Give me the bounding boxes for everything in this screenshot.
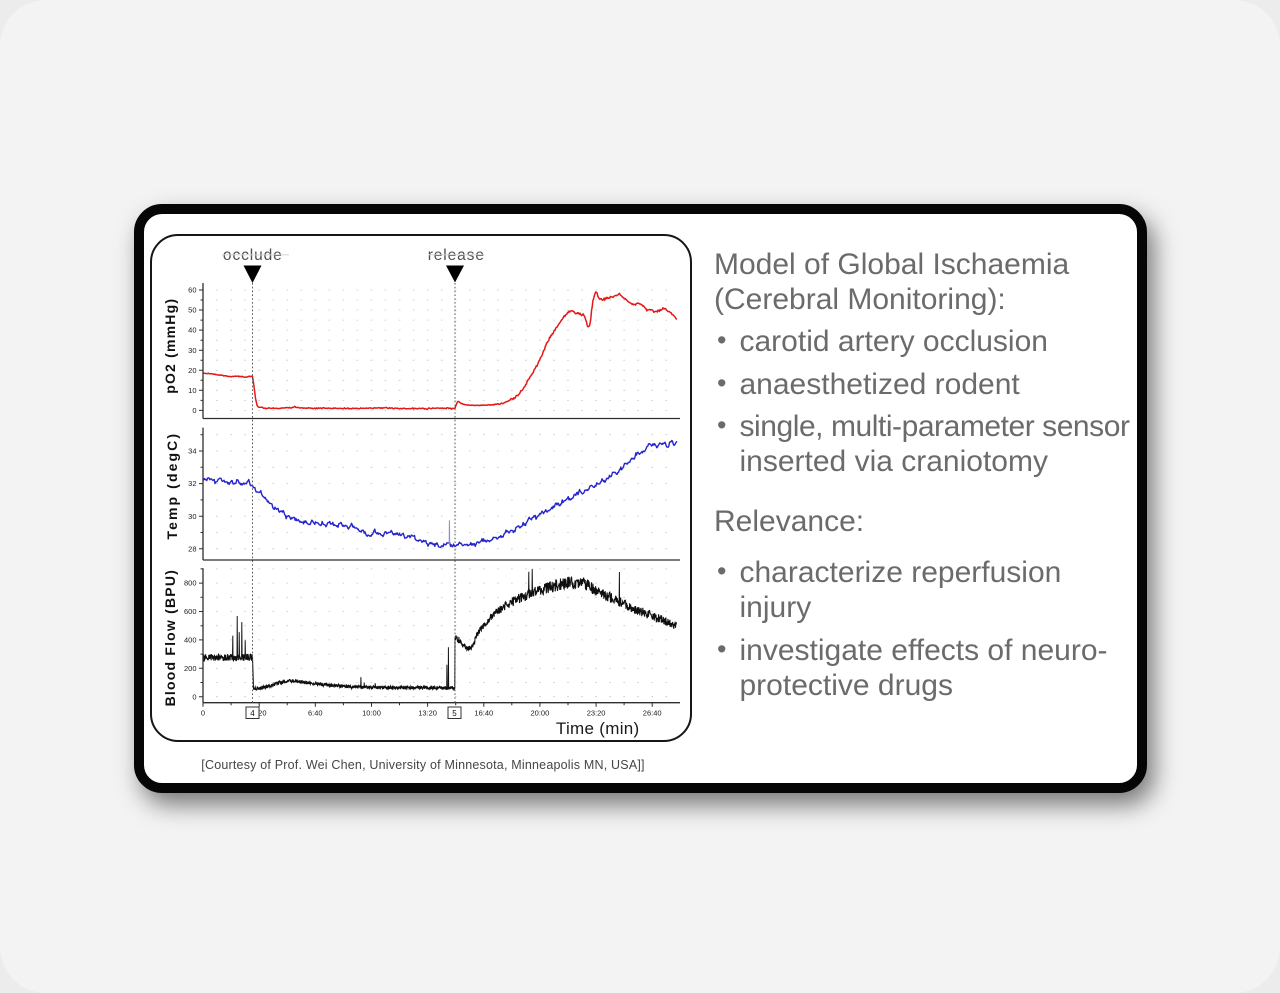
svg-text:0: 0: [192, 406, 196, 415]
svg-text:0: 0: [192, 692, 196, 701]
svg-text:0: 0: [201, 709, 205, 718]
svg-text:4: 4: [250, 709, 255, 718]
svg-text:16:40: 16:40: [474, 709, 493, 718]
svg-text:34: 34: [188, 447, 196, 456]
svg-text:800: 800: [184, 579, 197, 588]
svg-text:Temp (degC): Temp (degC): [164, 432, 180, 540]
svg-text:5: 5: [452, 709, 457, 718]
svg-text:26:40: 26:40: [643, 709, 662, 718]
svg-text:30: 30: [188, 512, 196, 521]
svg-text:release: release: [428, 247, 485, 264]
svg-text:Time (min): Time (min): [556, 719, 640, 738]
svg-text:600: 600: [184, 607, 197, 616]
svg-text:23:20: 23:20: [587, 709, 606, 718]
svg-text:50: 50: [188, 306, 196, 315]
svg-text:20:00: 20:00: [531, 709, 550, 718]
svg-text:occlude: occlude: [223, 247, 283, 264]
svg-text:20: 20: [188, 366, 196, 375]
svg-text:60: 60: [188, 286, 196, 295]
svg-text:30: 30: [188, 346, 196, 355]
svg-text:40: 40: [188, 326, 196, 335]
svg-text:400: 400: [184, 636, 197, 645]
svg-text:6:40: 6:40: [308, 709, 323, 718]
svg-text:28: 28: [188, 544, 196, 553]
svg-text:10:00: 10:00: [362, 709, 381, 718]
svg-text:10: 10: [188, 386, 196, 395]
svg-text:Blood Flow (BPU): Blood Flow (BPU): [162, 569, 178, 706]
svg-text:pO2 (mmHg): pO2 (mmHg): [162, 298, 178, 394]
svg-text:32: 32: [188, 479, 196, 488]
svg-text:13:20: 13:20: [418, 709, 437, 718]
svg-text:200: 200: [184, 664, 197, 673]
